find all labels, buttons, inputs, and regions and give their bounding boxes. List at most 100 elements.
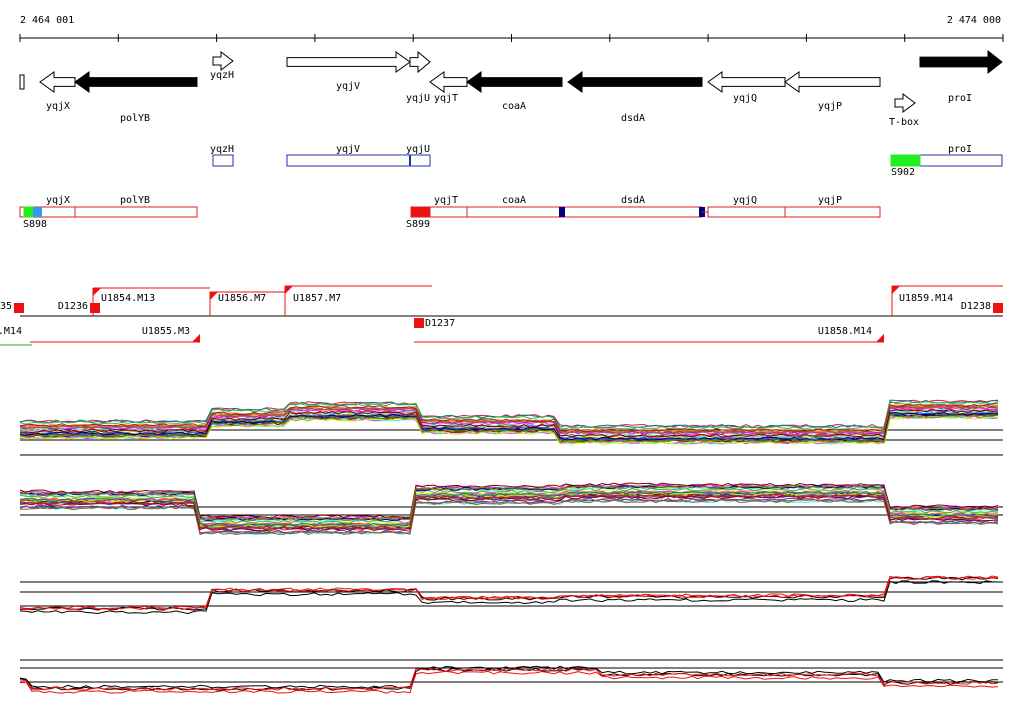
trace bbox=[19, 482, 999, 519]
segment-label: U1855.M3 bbox=[142, 326, 190, 337]
segment-flag bbox=[210, 292, 218, 300]
gene-label: polYB bbox=[120, 113, 150, 124]
segment-flag bbox=[892, 286, 900, 294]
transcript-label: yqjU bbox=[406, 144, 430, 155]
gene-arrow bbox=[567, 71, 703, 93]
breakpoint bbox=[14, 303, 24, 313]
gene-arrow bbox=[212, 51, 234, 71]
transcript bbox=[919, 154, 1003, 167]
trace bbox=[19, 497, 999, 534]
end-coordinate: 2 474 000 bbox=[947, 15, 1001, 26]
transcript bbox=[784, 206, 881, 218]
trace bbox=[19, 490, 999, 527]
gene-label: proI bbox=[948, 93, 972, 104]
transcript bbox=[429, 206, 468, 218]
transcript-label: yqjV bbox=[336, 144, 360, 155]
trace bbox=[19, 403, 999, 433]
transcript bbox=[707, 206, 786, 218]
gene-arrow bbox=[74, 71, 198, 93]
transcript-label: polYB bbox=[120, 195, 150, 206]
transcript bbox=[409, 154, 431, 167]
trace bbox=[19, 668, 999, 691]
trace bbox=[19, 416, 999, 445]
gene-label: T-box bbox=[889, 117, 919, 128]
gene-label: yqjX bbox=[46, 101, 70, 112]
transcript bbox=[74, 206, 198, 218]
trace bbox=[19, 409, 999, 438]
trace bbox=[19, 495, 999, 532]
transcript-label: coaA bbox=[502, 195, 526, 206]
gene-label: yqjU bbox=[406, 93, 430, 104]
trace bbox=[19, 493, 999, 530]
segment-label: D1237 bbox=[425, 318, 455, 329]
transcript-label: yqzH bbox=[210, 144, 234, 155]
ruler-ticks bbox=[19, 34, 1004, 42]
gene-label: coaA bbox=[502, 101, 526, 112]
transcript-label: dsdA bbox=[621, 195, 645, 206]
partial-gene bbox=[19, 74, 25, 90]
trace bbox=[19, 405, 999, 435]
gene-arrow bbox=[894, 93, 916, 113]
segment-flag bbox=[93, 288, 101, 296]
trace bbox=[19, 414, 999, 444]
segment-label: D1238 bbox=[961, 301, 991, 312]
transcript-label: yqjT bbox=[434, 195, 458, 206]
breakpoint bbox=[90, 303, 100, 313]
trace bbox=[19, 670, 999, 694]
transcript bbox=[23, 206, 34, 218]
gene-arrow bbox=[919, 49, 1003, 75]
segment-flag bbox=[285, 286, 293, 294]
segment-label: U1854.M13 bbox=[101, 293, 155, 304]
trace bbox=[19, 576, 999, 611]
trace bbox=[19, 667, 999, 691]
segment-label: 235 bbox=[0, 301, 12, 312]
transcript bbox=[286, 154, 411, 167]
trace bbox=[19, 485, 999, 521]
gene-label: yqjT bbox=[434, 93, 458, 104]
transcript bbox=[410, 206, 431, 218]
transcript bbox=[466, 206, 563, 218]
gene-label: dsdA bbox=[621, 113, 645, 124]
trace bbox=[19, 400, 999, 430]
trace bbox=[19, 412, 999, 442]
segment-label: U1857.M7 bbox=[293, 293, 341, 304]
transcript-label: yqjP bbox=[818, 195, 842, 206]
transcript bbox=[212, 154, 234, 167]
gene-arrow bbox=[707, 71, 786, 93]
segment-label: .M14 bbox=[0, 326, 22, 337]
trace bbox=[19, 487, 999, 524]
trace bbox=[19, 484, 999, 521]
gene-label: yqjQ bbox=[733, 93, 757, 104]
trace bbox=[19, 415, 999, 445]
segment-label: D1236 bbox=[58, 301, 88, 312]
transcript bbox=[561, 206, 703, 218]
transcript-label: proI bbox=[948, 144, 972, 155]
gene-arrow bbox=[429, 71, 468, 93]
gene-label: yqjP bbox=[818, 101, 842, 112]
transcript bbox=[890, 154, 921, 167]
transcript-part bbox=[33, 207, 42, 217]
trace bbox=[19, 665, 998, 689]
expression-traces bbox=[19, 399, 1003, 694]
gene-arrow bbox=[784, 71, 881, 93]
segment-flag bbox=[192, 334, 200, 342]
segment-flag bbox=[876, 334, 884, 342]
transcript-label: yqjQ bbox=[733, 195, 757, 206]
segment-label: U1858.M14 bbox=[818, 326, 872, 337]
segment-label: U1856.M7 bbox=[218, 293, 266, 304]
breakpoint bbox=[993, 303, 1003, 313]
transcript-label: yqjX bbox=[46, 195, 70, 206]
gene-label: yqzH bbox=[210, 70, 234, 81]
gene-label: yqjV bbox=[336, 81, 360, 92]
gene-arrow bbox=[286, 51, 411, 73]
transcript-mark bbox=[559, 207, 565, 217]
gene-arrow bbox=[466, 71, 563, 93]
segment-label: U1859.M14 bbox=[899, 293, 953, 304]
gene-arrow bbox=[409, 50, 431, 74]
transcript-label: S898 bbox=[23, 219, 47, 230]
trace bbox=[19, 580, 999, 615]
transcript-label: S902 bbox=[891, 167, 915, 178]
gene-arrow bbox=[39, 71, 76, 93]
breakpoint bbox=[414, 318, 424, 328]
